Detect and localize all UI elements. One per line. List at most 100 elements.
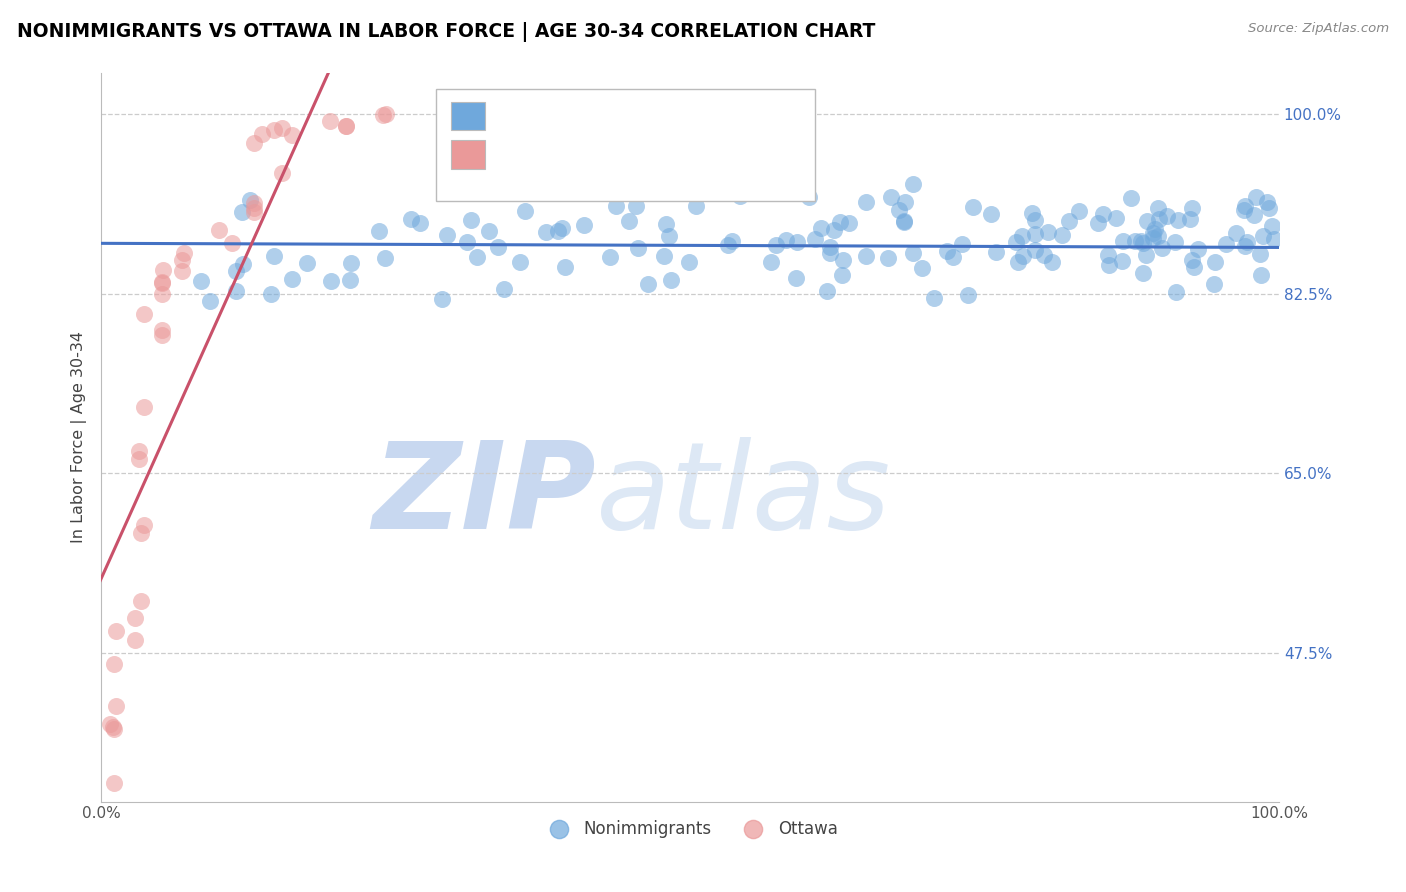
- Point: [855, 249, 877, 263]
- Point: [129, 525, 152, 540]
- Point: [1156, 209, 1178, 223]
- Point: [263, 249, 285, 263]
- Point: [232, 257, 254, 271]
- Point: [1250, 268, 1272, 282]
- Point: [1005, 235, 1028, 249]
- Point: [599, 250, 621, 264]
- Point: [1150, 241, 1173, 255]
- Point: [1132, 235, 1154, 250]
- Point: [1181, 201, 1204, 215]
- Point: [250, 127, 273, 141]
- Point: [894, 194, 917, 209]
- Point: [1257, 202, 1279, 216]
- Point: [173, 246, 195, 260]
- Text: NONIMMIGRANTS VS OTTAWA IN LABOR FORCE | AGE 30-34 CORRELATION CHART: NONIMMIGRANTS VS OTTAWA IN LABOR FORCE |…: [17, 22, 876, 42]
- Point: [1119, 191, 1142, 205]
- Text: R =: R =: [492, 113, 531, 131]
- Point: [1147, 201, 1170, 215]
- Point: [492, 282, 515, 296]
- Point: [150, 276, 173, 290]
- Text: R =: R =: [492, 152, 531, 169]
- Text: 41: 41: [654, 152, 682, 169]
- Point: [855, 194, 877, 209]
- Point: [1097, 247, 1119, 261]
- Point: [1142, 230, 1164, 244]
- Point: [170, 263, 193, 277]
- Point: [810, 220, 832, 235]
- Point: [551, 221, 574, 235]
- Point: [1087, 217, 1109, 231]
- Point: [1149, 211, 1171, 226]
- Point: [243, 136, 266, 150]
- Text: Source: ZipAtlas.com: Source: ZipAtlas.com: [1249, 22, 1389, 36]
- Point: [225, 284, 247, 298]
- Point: [456, 235, 478, 249]
- Point: [759, 255, 782, 269]
- Point: [1215, 236, 1237, 251]
- Point: [1130, 235, 1153, 249]
- Point: [1105, 211, 1128, 225]
- Point: [231, 205, 253, 219]
- Point: [799, 190, 821, 204]
- Point: [1243, 208, 1265, 222]
- Point: [775, 233, 797, 247]
- Point: [804, 232, 827, 246]
- Point: [1135, 248, 1157, 262]
- Point: [1069, 203, 1091, 218]
- Point: [903, 177, 925, 191]
- Point: [509, 255, 531, 269]
- Point: [128, 451, 150, 466]
- Point: [1111, 254, 1133, 268]
- Point: [1142, 226, 1164, 240]
- Point: [170, 252, 193, 267]
- Point: [1024, 212, 1046, 227]
- Text: N =: N =: [612, 113, 651, 131]
- Point: [281, 272, 304, 286]
- Point: [436, 228, 458, 243]
- Point: [1256, 195, 1278, 210]
- Point: [619, 214, 641, 228]
- Point: [1261, 219, 1284, 233]
- Point: [243, 195, 266, 210]
- Point: [785, 271, 807, 285]
- Point: [208, 223, 231, 237]
- Point: [1204, 255, 1226, 269]
- Point: [652, 249, 675, 263]
- Point: [876, 251, 898, 265]
- Point: [717, 238, 740, 252]
- Point: [935, 244, 957, 258]
- Point: [554, 260, 576, 274]
- Point: [1234, 198, 1257, 212]
- Point: [513, 204, 536, 219]
- Point: [1225, 226, 1247, 240]
- Point: [1181, 252, 1204, 267]
- Point: [1098, 258, 1121, 272]
- Point: [678, 254, 700, 268]
- Point: [225, 263, 247, 277]
- Point: [1244, 190, 1267, 204]
- Point: [239, 194, 262, 208]
- Point: [399, 212, 422, 227]
- Point: [901, 245, 924, 260]
- Point: [367, 224, 389, 238]
- Point: [950, 237, 973, 252]
- Point: [624, 199, 647, 213]
- Point: [1236, 235, 1258, 249]
- Point: [340, 256, 363, 270]
- Point: [980, 207, 1002, 221]
- Point: [1011, 228, 1033, 243]
- Point: [1024, 227, 1046, 242]
- Point: [503, 185, 526, 199]
- Point: [572, 219, 595, 233]
- Point: [831, 268, 853, 283]
- Point: [1167, 213, 1189, 227]
- Point: [152, 263, 174, 277]
- Point: [879, 190, 901, 204]
- Point: [101, 720, 124, 734]
- Point: [1040, 255, 1063, 269]
- Point: [1164, 285, 1187, 299]
- Point: [1036, 225, 1059, 239]
- Point: [1050, 228, 1073, 243]
- Point: [1204, 277, 1226, 291]
- Point: [962, 200, 984, 214]
